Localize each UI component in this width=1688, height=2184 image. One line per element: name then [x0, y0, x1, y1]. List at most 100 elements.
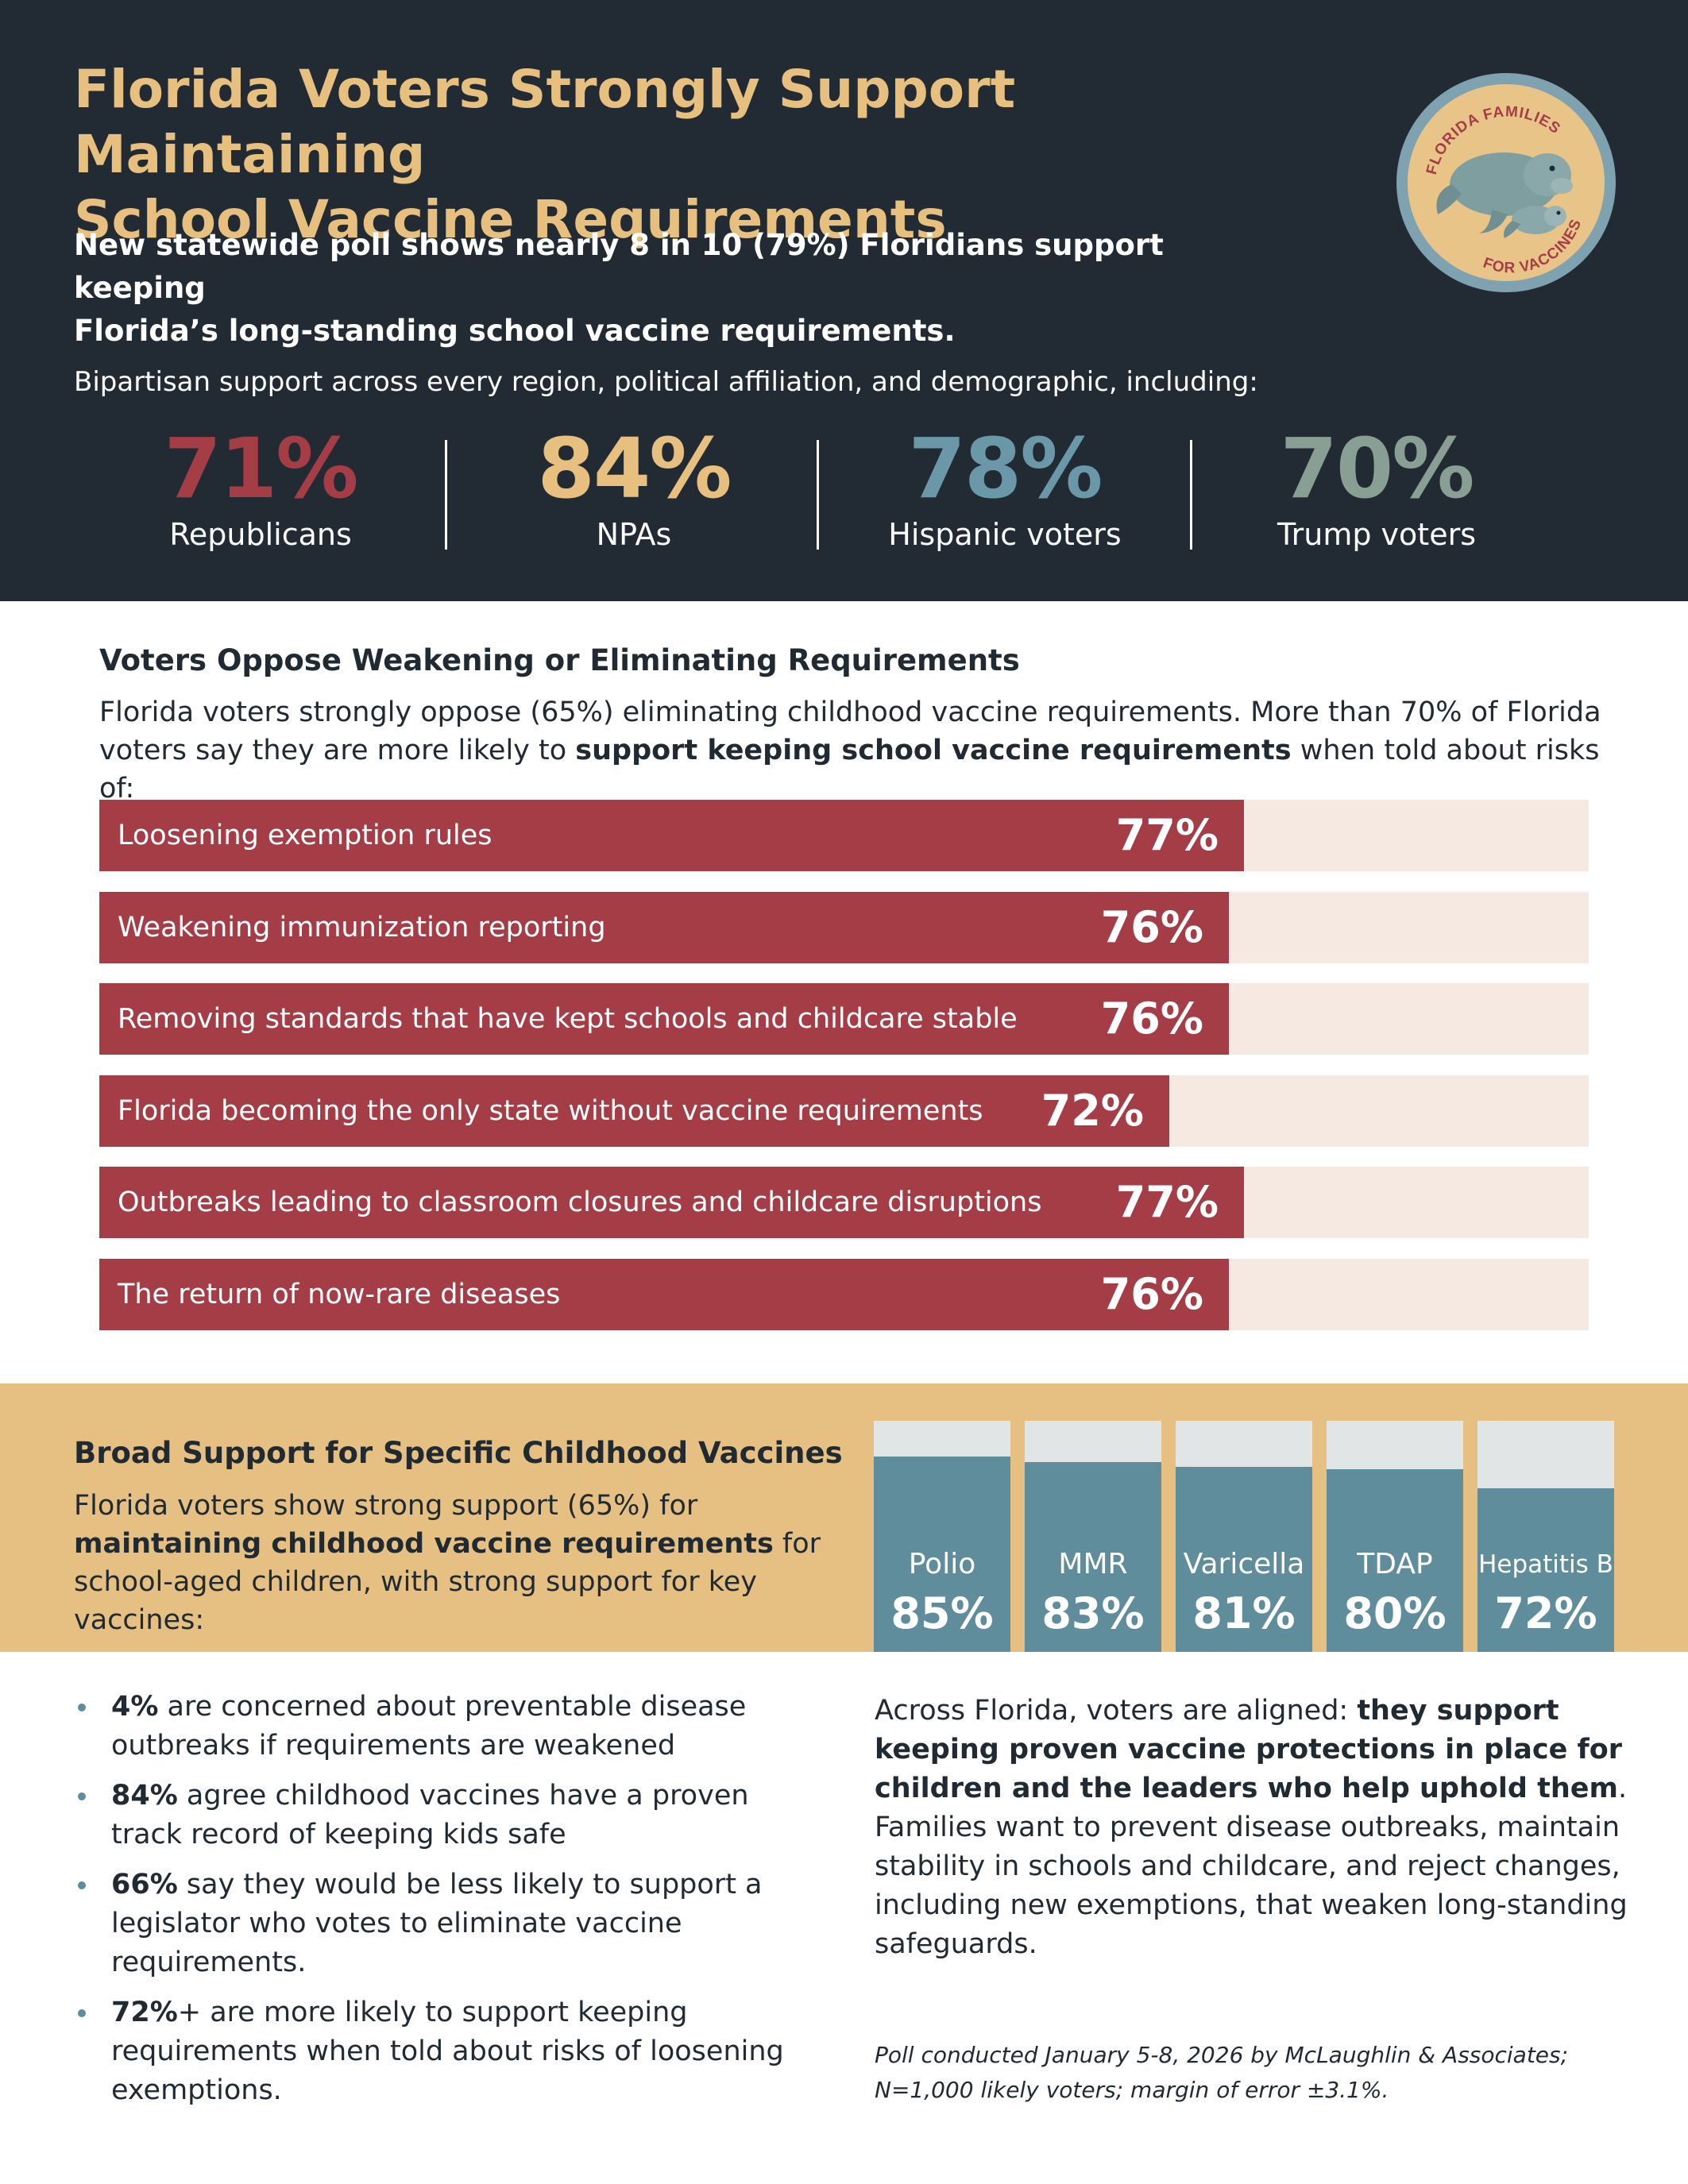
bar: Weakening immunization reporting 76% — [99, 892, 1229, 963]
vaccine-bar-track: TDAP 80% — [1327, 1421, 1463, 1652]
bar-category-label: Loosening exemption rules — [118, 820, 492, 851]
manatee-icon — [1436, 152, 1573, 238]
vaccine-value-label: 72% — [1494, 1588, 1597, 1638]
bar: Outbreaks leading to classroom closures … — [99, 1167, 1244, 1238]
vaccine-text-part: Florida voters show strong support (65%)… — [74, 1490, 698, 1522]
bar-category-label: Removing standards that have kept school… — [118, 1003, 1018, 1035]
vaccine-text-part: for school-aged children, with strong su… — [74, 1528, 821, 1636]
oppose-section-text: Florida voters strongly oppose (65%) eli… — [99, 693, 1609, 808]
stat-value: 71% — [164, 420, 359, 517]
list-item-text: are concerned about preventable disease … — [111, 1691, 747, 1761]
risk-bar-chart: Loosening exemption rules 77% Weakening im… — [99, 800, 1589, 1330]
bullet-dot-icon — [78, 1881, 86, 1889]
intro-text: Bipartisan support across every region, … — [74, 366, 1258, 398]
oppose-text-bold: support keeping school vaccine requireme… — [575, 735, 1292, 766]
stat-value: 78% — [908, 420, 1103, 517]
stat-trump-voters: 70% Trump voters — [1190, 420, 1563, 552]
list-item: 66% say they would be less likely to sup… — [74, 1866, 813, 1982]
vaccine-bar-track: MMR 83% — [1025, 1421, 1161, 1652]
key-findings-list: 4% are concerned about preventable disea… — [74, 1688, 813, 2121]
bullet-dot-icon — [78, 1792, 86, 1800]
stat-label: NPAs — [596, 517, 672, 552]
bar-category-label: Florida becoming the only state without … — [118, 1095, 983, 1127]
vaccine-value-label: 81% — [1192, 1588, 1296, 1638]
bar-track: Florida becoming the only state without … — [99, 1075, 1589, 1147]
vaccine-bar — [1176, 1467, 1312, 1652]
bar-category-label: Weakening immunization reporting — [118, 912, 606, 943]
vaccine-name-label: Varicella — [1183, 1548, 1305, 1580]
poll-footnote: Poll conducted January 5-8, 2026 by McLa… — [875, 2038, 1637, 2108]
vaccine-bar — [1327, 1469, 1463, 1652]
vaccine-section-text: Florida voters show strong support (65%)… — [74, 1487, 868, 1639]
vaccine-bar-chart: Polio 85% MMR 83% Varicella 81% TDAP 80% Hepatit… — [874, 1421, 1616, 1652]
stat-hispanic-voters: 78% Hispanic voters — [818, 420, 1192, 552]
bullet-dot-icon — [78, 2009, 86, 2017]
oppose-text-part: when told about risks of: — [99, 735, 1600, 805]
stat-divider — [1190, 440, 1192, 550]
title-line-2: School Vaccine Requirements — [74, 189, 947, 250]
footnote-line: N=1,000 likely voters; margin of error ±… — [875, 2077, 1389, 2103]
bar: Removing standards that have kept school… — [99, 983, 1229, 1055]
vaccine-text-bold: maintaining childhood vaccine requiremen… — [74, 1528, 774, 1560]
vaccine-bar — [874, 1457, 1010, 1652]
vaccine-name-label: MMR — [1058, 1548, 1128, 1580]
bar-track: The return of now-rare diseases 76% — [99, 1259, 1589, 1330]
header-banner: Florida Voters Strongly Support Maintain… — [0, 0, 1688, 601]
subtitle-line-1: New statewide poll shows nearly 8 in 10 … — [74, 228, 1164, 305]
bullet-dot-icon — [78, 1704, 86, 1711]
list-item: 72%+ are more likely to support keeping … — [74, 1993, 813, 2110]
stat-label: Hispanic voters — [888, 517, 1122, 552]
list-item-text: say they would be less likely to support… — [111, 1869, 763, 1978]
bar-value-label: 72% — [1041, 1086, 1144, 1136]
stat-divider — [445, 440, 447, 550]
bar-track: Outbreaks leading to classroom closures … — [99, 1167, 1589, 1238]
list-item-text: agree childhood vaccines have a proven t… — [111, 1780, 749, 1850]
stat-npas: 84% NPAs — [447, 420, 821, 552]
list-item: 4% are concerned about preventable disea… — [74, 1688, 813, 1765]
page-title: Florida Voters Strongly Support Maintain… — [74, 57, 1345, 253]
bar-track: Weakening immunization reporting 76% — [99, 892, 1589, 963]
vaccine-name-label: TDAP — [1357, 1548, 1433, 1580]
bar: The return of now-rare diseases 76% — [99, 1259, 1229, 1330]
bar: Loosening exemption rules 77% — [99, 800, 1244, 871]
stats-row: 71% Republicans 84% NPAs 78% Hispanic vo… — [74, 420, 1559, 552]
title-line-1: Florida Voters Strongly Support Maintain… — [74, 59, 1016, 185]
closing-paragraph: Across Florida, voters are aligned: they… — [875, 1692, 1637, 1964]
footnote-line: Poll conducted January 5-8, 2026 by McLa… — [875, 2042, 1569, 2068]
bar-track: Removing standards that have kept school… — [99, 983, 1589, 1055]
bar-value-label: 76% — [1100, 994, 1203, 1044]
list-item-text: + are more likely to support keeping req… — [111, 1997, 784, 2106]
stat-republicans: 71% Republicans — [74, 420, 447, 552]
list-item: 84% agree childhood vaccines have a prov… — [74, 1777, 813, 1854]
stat-label: Republicans — [169, 517, 352, 552]
bar-category-label: The return of now-rare diseases — [118, 1279, 561, 1310]
vaccine-section-title: Broad Support for Specific Childhood Vac… — [74, 1436, 843, 1470]
bar: Florida becoming the only state without … — [99, 1075, 1169, 1147]
vaccine-name-label: Polio — [908, 1548, 976, 1580]
vaccine-name-label: Hepatitis B — [1478, 1550, 1613, 1579]
bar-value-label: 77% — [1115, 810, 1219, 860]
vaccine-bar — [1477, 1488, 1614, 1652]
bar-value-label: 76% — [1100, 1269, 1203, 1319]
bar-value-label: 76% — [1100, 902, 1203, 952]
stat-value: 70% — [1280, 420, 1475, 517]
vaccine-bar — [1025, 1462, 1161, 1652]
list-item-stat: 4% — [111, 1691, 159, 1723]
badge-art: FLORIDA FAMILIES FOR VACCINES — [1423, 103, 1584, 276]
subtitle-line-2: Florida’s long-standing school vaccine r… — [74, 314, 956, 348]
stat-label: Trump voters — [1277, 517, 1476, 552]
logo-badge: FLORIDA FAMILIES FOR VACCINES — [1396, 73, 1616, 292]
list-item-stat: 84% — [111, 1780, 178, 1812]
vaccine-value-label: 80% — [1343, 1588, 1447, 1638]
bar-value-label: 77% — [1115, 1177, 1219, 1227]
vaccine-value-label: 85% — [890, 1588, 994, 1638]
stat-value: 84% — [537, 420, 732, 517]
bar-track: Loosening exemption rules 77% — [99, 800, 1589, 871]
vaccine-bar-track: Polio 85% — [874, 1421, 1010, 1652]
vaccine-value-label: 83% — [1041, 1588, 1145, 1638]
closing-text-part: . Families want to prevent disease outbr… — [875, 1773, 1628, 1960]
list-item-stat: 66% — [111, 1869, 178, 1900]
vaccine-bar-track: Hepatitis B 72% — [1477, 1421, 1614, 1652]
closing-text-part: Across Florida, voters are aligned: — [875, 1695, 1358, 1727]
oppose-text-part: Florida voters strongly oppose (65%) eli… — [99, 696, 1601, 766]
